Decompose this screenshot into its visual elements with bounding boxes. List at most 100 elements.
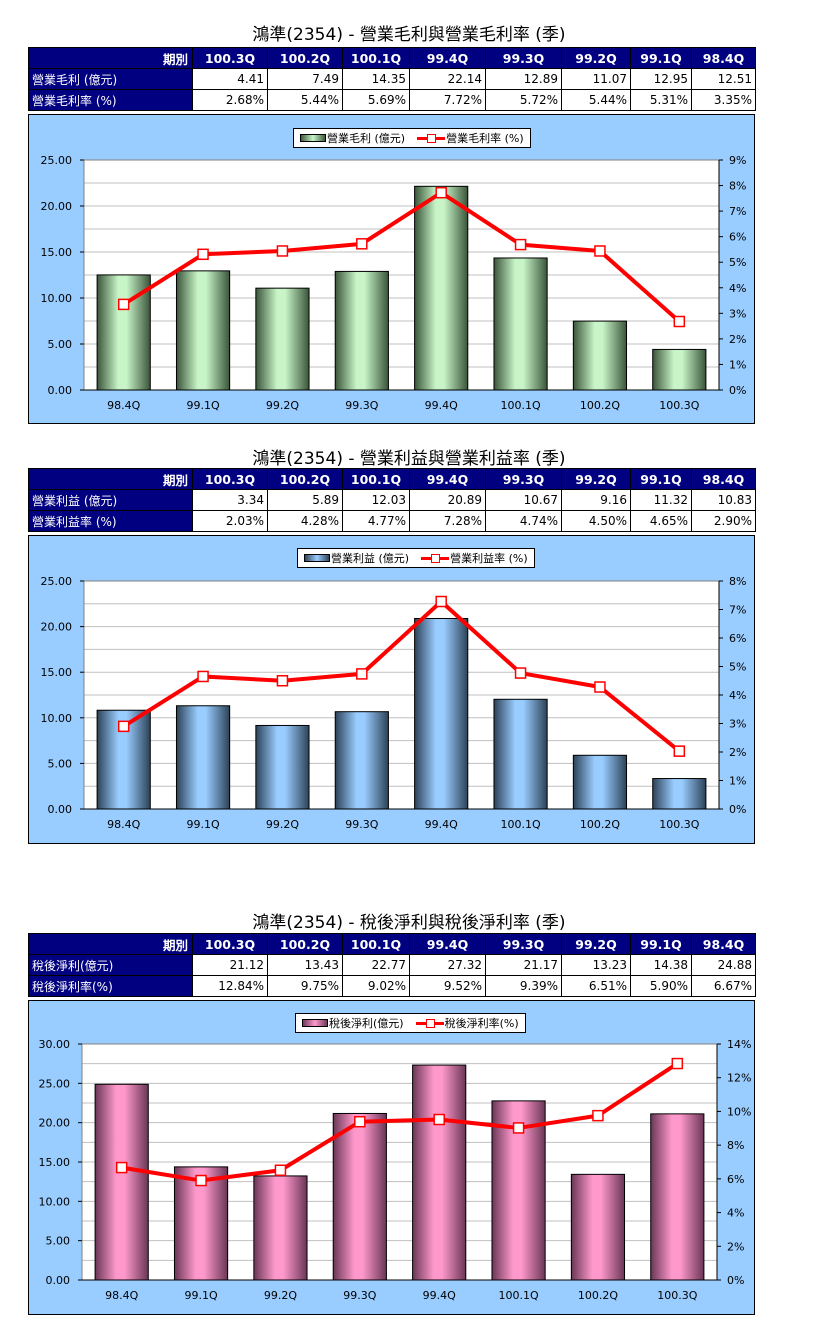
table-cell: 21.17 [485, 954, 562, 976]
svg-text:100.2Q: 100.2Q [580, 399, 620, 412]
svg-text:99.1Q: 99.1Q [186, 399, 219, 412]
table-cell: 4.50% [561, 510, 631, 532]
svg-text:15.00: 15.00 [39, 1156, 71, 1169]
svg-text:2%: 2% [727, 1240, 744, 1253]
table-cell: 2.68% [192, 89, 268, 111]
bar-swatch-icon [300, 134, 326, 142]
table-header-row: 期別 100.3Q 100.2Q 100.1Q 99.4Q 99.3Q 99.2… [28, 47, 756, 69]
svg-text:4%: 4% [727, 1207, 744, 1220]
header-period: 期別 [28, 47, 193, 69]
table-cell: 5.72% [485, 89, 562, 111]
table-cell: 14.38 [630, 954, 692, 976]
table-cell: 12.84% [192, 975, 268, 997]
svg-text:99.2Q: 99.2Q [266, 818, 299, 831]
svg-text:30.00: 30.00 [39, 1038, 71, 1051]
table-cell: 10.67 [485, 489, 562, 511]
table-cell: 2.90% [691, 510, 756, 532]
table-cell: 7.28% [409, 510, 486, 532]
bar-swatch-icon [304, 554, 330, 562]
chart-panel-operating-income: 營業利益 (億元) 營業利益率 (%) 0.00 5.00 10.00 15.00 20… [28, 535, 755, 844]
svg-text:10.00: 10.00 [41, 712, 73, 725]
svg-text:7%: 7% [729, 604, 746, 617]
svg-text:100.1Q: 100.1Q [498, 1289, 538, 1302]
svg-text:3%: 3% [729, 307, 746, 320]
legend-bar-label: 稅後淨利(億元) [329, 1017, 404, 1030]
svg-text:100.1Q: 100.1Q [500, 399, 540, 412]
line-marker-icon [417, 133, 446, 143]
header-cell: 99.3Q [485, 468, 562, 490]
table-cell: 4.74% [485, 510, 562, 532]
chart-panel-net-income: 稅後淨利(億元) 稅後淨利率(%) 0.00 5.00 10.00 15.00 20.0… [28, 1000, 755, 1315]
table-cell: 9.52% [409, 975, 486, 997]
header-cell: 99.2Q [561, 933, 631, 955]
svg-text:99.1Q: 99.1Q [184, 1289, 217, 1302]
table-header-row: 期別 100.3Q 100.2Q 100.1Q 99.4Q 99.3Q 99.2… [28, 468, 756, 490]
chart-title-operating-income: 鴻準(2354) - 營業利益與營業利益率 (季) [252, 449, 566, 469]
svg-text:99.3Q: 99.3Q [343, 1289, 376, 1302]
svg-text:99.2Q: 99.2Q [264, 1289, 297, 1302]
table-cell: 5.44% [267, 89, 343, 111]
table-cell: 9.16 [561, 489, 631, 511]
table-cell: 12.89 [485, 68, 562, 90]
svg-text:25.00: 25.00 [39, 1077, 71, 1090]
chart-legend: 稅後淨利(億元) 稅後淨利率(%) [295, 1013, 526, 1033]
svg-text:9%: 9% [729, 154, 746, 167]
header-cell: 100.3Q [192, 933, 268, 955]
svg-text:0.00: 0.00 [48, 384, 73, 397]
legend-line-label: 稅後淨利率(%) [444, 1017, 519, 1030]
header-cell: 98.4Q [691, 47, 756, 69]
row-label: 營業毛利率 (%) [28, 89, 193, 111]
table-row: 營業利益 (億元) 3.34 5.89 12.03 20.89 10.67 9.… [28, 489, 756, 511]
bar-swatch-icon [302, 1019, 328, 1027]
header-cell: 99.2Q [561, 468, 631, 490]
header-cell: 100.2Q [267, 933, 343, 955]
table-cell: 13.43 [267, 954, 343, 976]
svg-text:3%: 3% [729, 718, 746, 731]
svg-text:5.00: 5.00 [48, 338, 73, 351]
operating-income-table: 期別 100.3Q 100.2Q 100.1Q 99.4Q 99.3Q 99.2… [28, 468, 756, 532]
table-cell: 7.49 [267, 68, 343, 90]
svg-text:20.00: 20.00 [41, 621, 73, 634]
header-cell: 98.4Q [691, 933, 756, 955]
table-cell: 3.34 [192, 489, 268, 511]
table-cell: 2.03% [192, 510, 268, 532]
svg-text:20.00: 20.00 [39, 1117, 71, 1130]
combo-chart-operating-income: 0.00 5.00 10.00 15.00 20.00 25.00 0% 1% 2% 3% 4% 5%… [41, 575, 747, 831]
header-cell: 98.4Q [691, 468, 756, 490]
line-marker-icon [421, 553, 450, 563]
svg-text:100.1Q: 100.1Q [500, 818, 540, 831]
table-row: 稅後淨利(億元) 21.12 13.43 22.77 27.32 21.17 1… [28, 954, 756, 976]
legend-bar-label: 營業利益 (億元) [331, 552, 410, 565]
svg-text:1%: 1% [729, 775, 746, 788]
table-cell: 12.03 [342, 489, 410, 511]
svg-text:99.2Q: 99.2Q [266, 399, 299, 412]
table-cell: 27.32 [409, 954, 486, 976]
table-row: 稅後淨利率(%) 12.84% 9.75% 9.02% 9.52% 9.39% … [28, 975, 756, 997]
header-cell: 99.2Q [561, 47, 631, 69]
svg-text:25.00: 25.00 [41, 154, 73, 167]
svg-text:100.3Q: 100.3Q [657, 1289, 697, 1302]
header-cell: 100.1Q [342, 468, 410, 490]
svg-text:0.00: 0.00 [48, 803, 73, 816]
header-cell: 99.1Q [630, 933, 692, 955]
table-cell: 3.35% [691, 89, 756, 111]
table-cell: 5.31% [630, 89, 692, 111]
svg-text:0%: 0% [729, 803, 746, 816]
table-cell: 6.67% [691, 975, 756, 997]
table-cell: 22.77 [342, 954, 410, 976]
svg-text:6%: 6% [729, 231, 746, 244]
header-cell: 100.2Q [267, 468, 343, 490]
svg-text:5%: 5% [729, 661, 746, 674]
table-cell: 7.72% [409, 89, 486, 111]
svg-text:10.00: 10.00 [39, 1195, 71, 1208]
svg-text:6%: 6% [729, 632, 746, 645]
svg-text:99.4Q: 99.4Q [423, 1289, 456, 1302]
table-cell: 5.69% [342, 89, 410, 111]
svg-text:100.2Q: 100.2Q [580, 818, 620, 831]
chart-legend: 營業毛利 (億元) 營業毛利率 (%) [293, 128, 531, 148]
svg-text:99.4Q: 99.4Q [425, 818, 458, 831]
header-cell: 99.3Q [485, 933, 562, 955]
row-label: 營業毛利 (億元) [28, 68, 193, 90]
row-label: 營業利益率 (%) [28, 510, 193, 532]
table-row: 營業毛利率 (%) 2.68% 5.44% 5.69% 7.72% 5.72% … [28, 89, 756, 111]
